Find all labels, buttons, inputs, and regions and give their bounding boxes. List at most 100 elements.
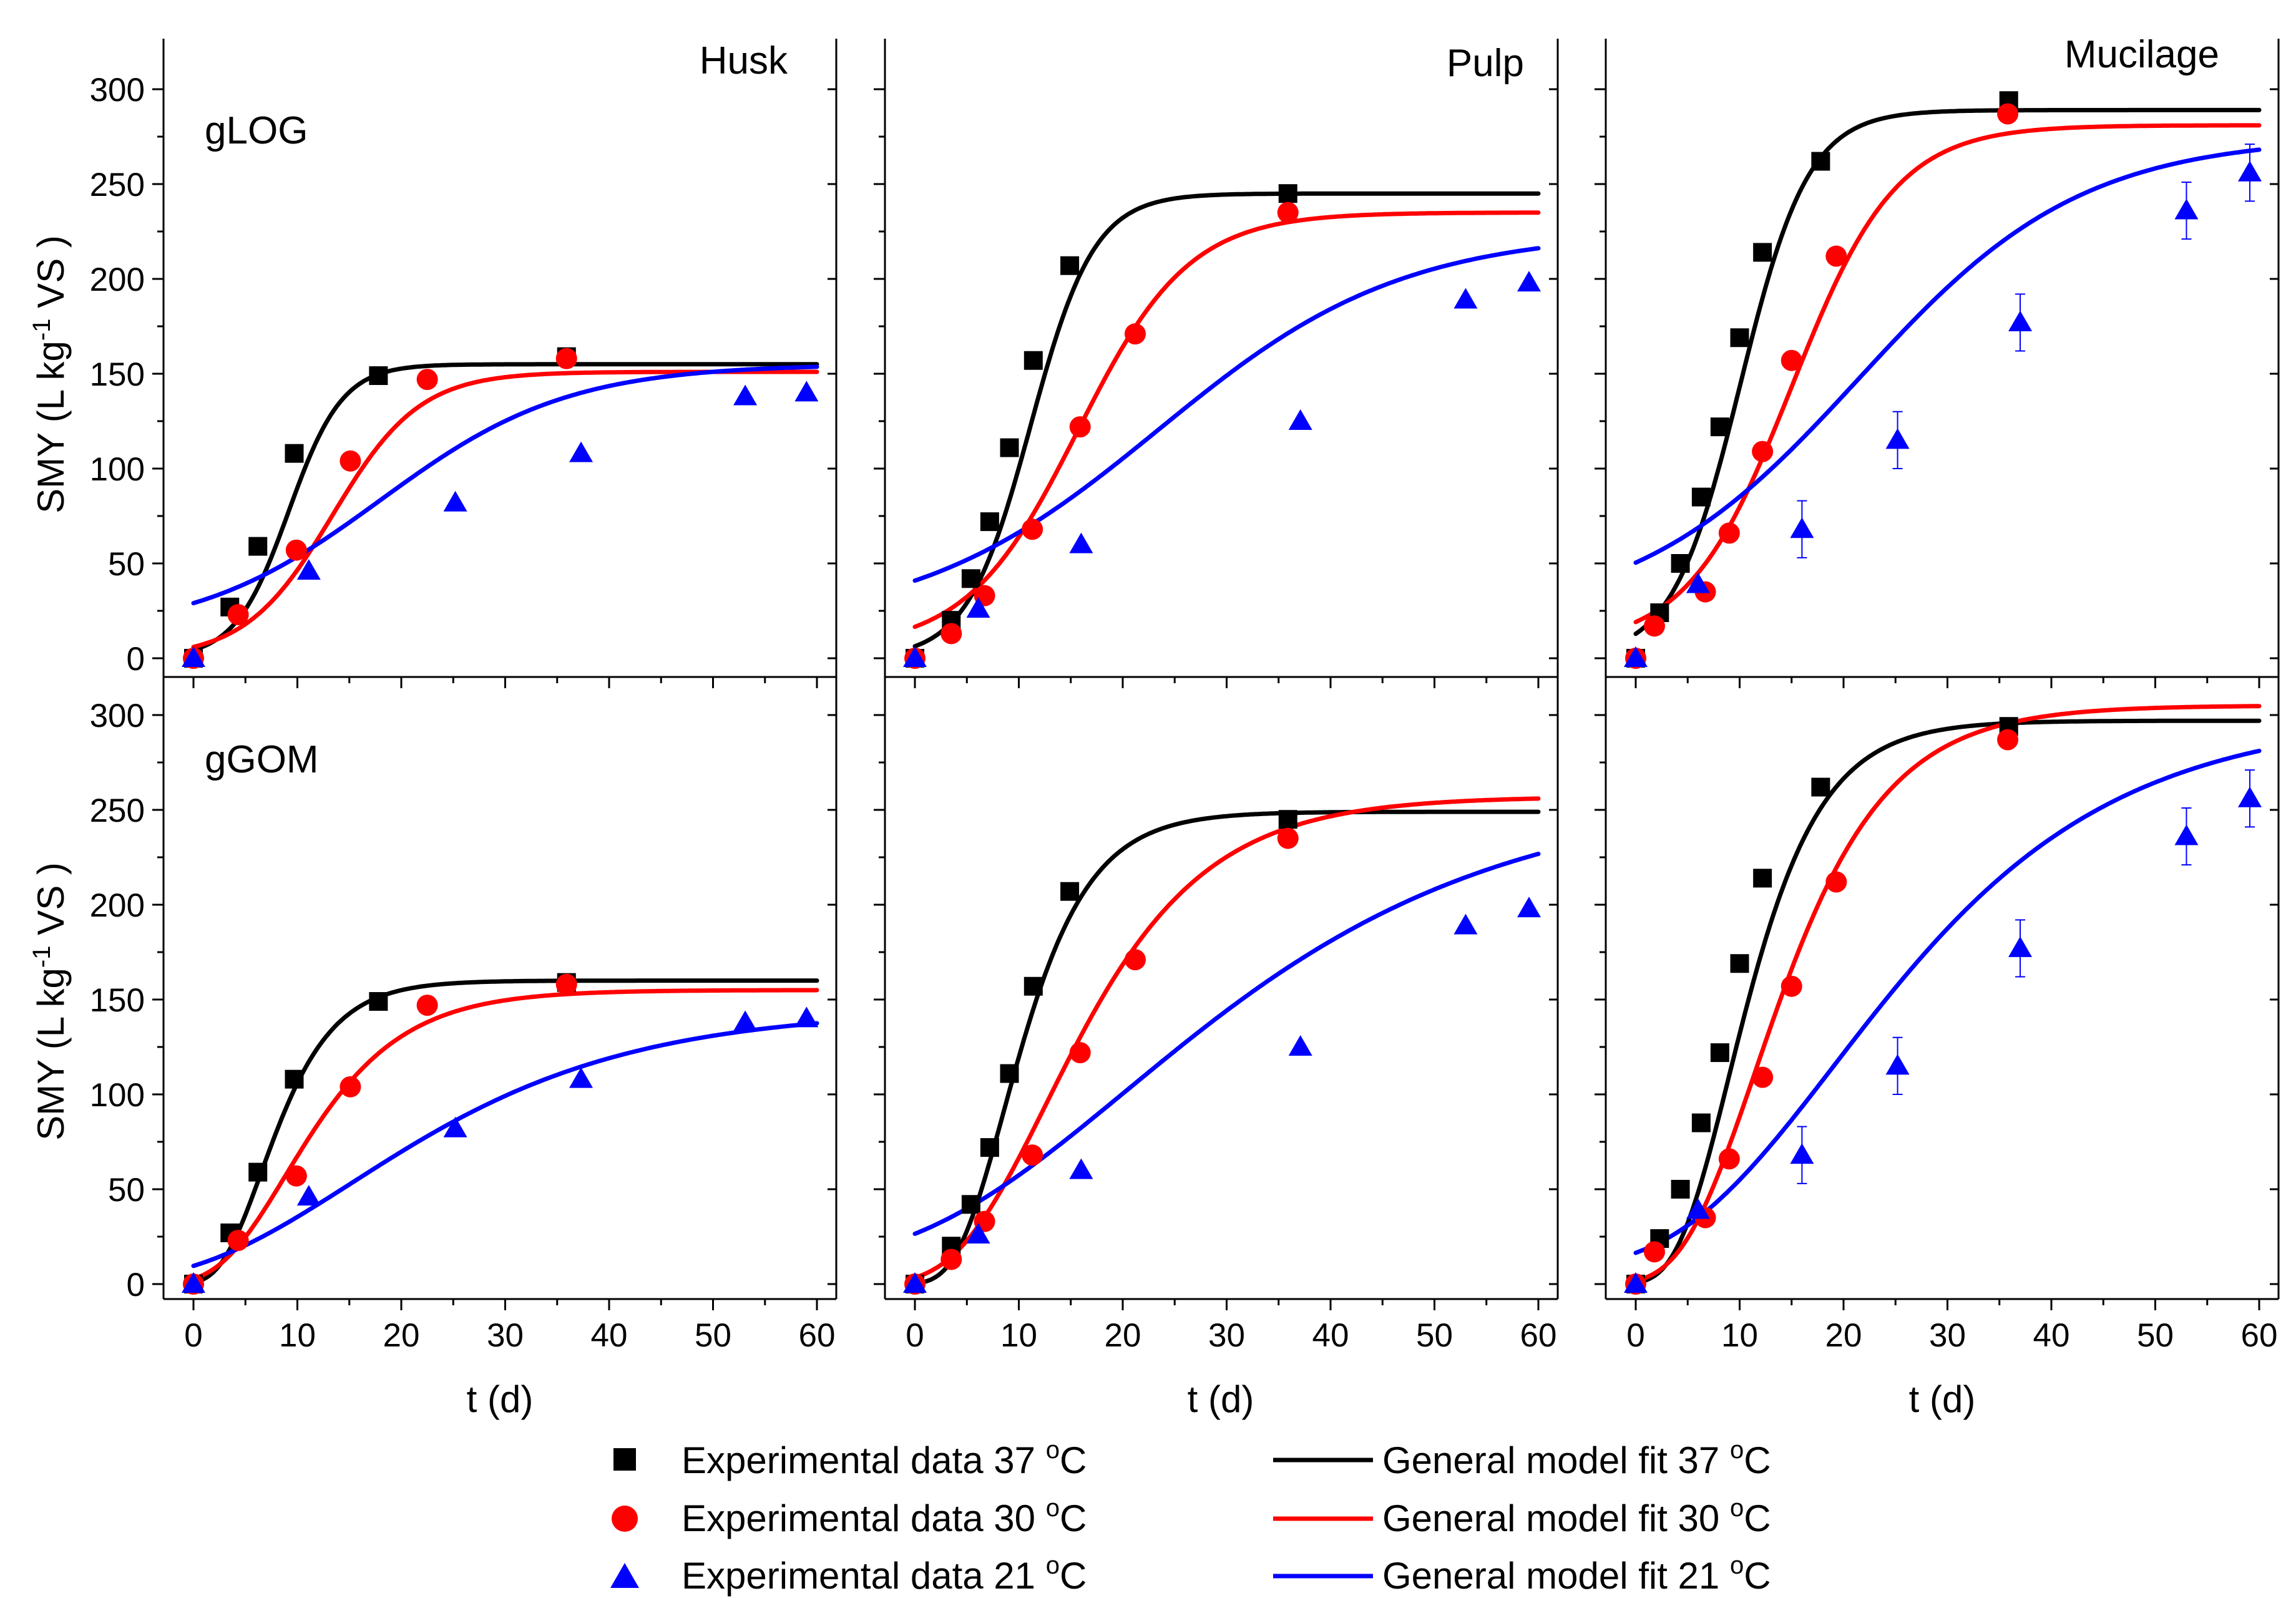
- fit-curve-exp37: [912, 191, 1541, 649]
- legend-degree: o: [1730, 1494, 1744, 1522]
- y-tick-label: 50: [108, 1172, 145, 1209]
- data-point-circle: [227, 1230, 249, 1252]
- fit-curve-exp37: [912, 809, 1541, 1286]
- data-point-square: [1710, 417, 1729, 437]
- data-point-square: [1691, 487, 1711, 507]
- data-point-triangle: [1790, 517, 1814, 538]
- data-point-triangle: [1624, 646, 1648, 667]
- legend-marker-circle: [612, 1506, 638, 1532]
- data-point-square: [1730, 954, 1749, 973]
- data-point-triangle: [794, 1006, 819, 1028]
- data-point-circle: [1022, 1144, 1043, 1166]
- data-point-square: [1753, 869, 1772, 888]
- legend-entry-fit30: General model fit 30 oC: [1382, 1494, 1771, 1539]
- data-point-circle: [1781, 349, 1802, 371]
- data-point-circle: [555, 348, 577, 369]
- x-tick-label: 50: [2137, 1317, 2174, 1354]
- data-point-triangle: [2174, 198, 2199, 220]
- y-title-suffix: VS ): [30, 235, 72, 318]
- y-tick-label: 150: [90, 356, 145, 393]
- data-point-triangle: [569, 1067, 594, 1088]
- legend-unit: C: [1060, 1439, 1087, 1481]
- legend-label: Experimental data 21: [681, 1555, 1046, 1597]
- data-point-triangle: [443, 1116, 467, 1137]
- legend-label: Experimental data 37: [681, 1439, 1046, 1481]
- data-point-square: [369, 992, 388, 1011]
- x-tick-label: 10: [279, 1317, 316, 1354]
- data-point-circle: [1643, 615, 1665, 637]
- column-title-mucilage: Mucilage: [2064, 33, 2219, 76]
- data-point-circle: [416, 995, 438, 1016]
- data-point-triangle: [1624, 1272, 1648, 1293]
- data-point-circle: [340, 1076, 361, 1098]
- row-label-glog: gLOG: [205, 109, 308, 152]
- data-point-triangle: [2008, 310, 2033, 331]
- x-tick-label: 40: [591, 1317, 628, 1354]
- panel-ggom-husk: 0 50 100 150 200 250 300 0 10 20 30 40 50 60: [90, 677, 838, 1354]
- legend-label: Experimental data 30: [681, 1497, 1046, 1539]
- x-tick-label: 0: [906, 1317, 924, 1354]
- data-point-square: [1023, 351, 1043, 370]
- legend-entry-exp21: Experimental data 21 oC: [681, 1552, 1087, 1597]
- legend-marker-square: [613, 1448, 636, 1471]
- data-point-triangle: [2174, 824, 2199, 845]
- legend-unit: C: [1060, 1555, 1087, 1597]
- x-tick-label: 60: [1520, 1317, 1557, 1354]
- legend-unit: C: [1744, 1555, 1771, 1597]
- legend-entry-exp30: Experimental data 30 oC: [681, 1494, 1087, 1539]
- legend: Experimental data 37 oC Experimental dat…: [610, 1436, 1771, 1597]
- data-point-circle: [1069, 416, 1091, 438]
- fit-curve-exp30: [912, 796, 1541, 1280]
- data-point-circle: [340, 450, 361, 472]
- data-point-triangle: [1790, 1143, 1814, 1164]
- data-point-triangle: [733, 1010, 758, 1031]
- y-tick-label: 300: [90, 698, 145, 734]
- fit-curve-exp37: [1633, 718, 2262, 1285]
- data-point-triangle: [2238, 786, 2262, 807]
- x-tick-label: 50: [695, 1317, 731, 1354]
- data-point-triangle: [794, 381, 819, 402]
- legend-degree: o: [1730, 1552, 1744, 1579]
- x-tick-label: 60: [2241, 1317, 2278, 1354]
- x-tick-label: 0: [1626, 1317, 1644, 1354]
- y-tick-label: 300: [90, 72, 145, 109]
- data-point-triangle: [2238, 160, 2262, 182]
- legend-degree: o: [1046, 1436, 1060, 1464]
- fit-curve-exp37: [1633, 107, 2262, 636]
- data-point-circle: [1124, 949, 1146, 971]
- data-point-circle: [1752, 441, 1774, 462]
- y-title-prefix: SMY (L kg: [30, 341, 72, 514]
- data-point-triangle: [182, 646, 205, 667]
- y-tick-label: 200: [90, 887, 145, 924]
- panel-ggom-mucilage: 0 10 20 30 40 50 60: [1595, 677, 2280, 1354]
- data-point-triangle: [1885, 428, 1910, 449]
- data-point-square: [961, 1195, 980, 1214]
- x-axis-title-mucilage: t (d): [1909, 1378, 1976, 1420]
- data-point-triangle: [1517, 271, 1541, 292]
- data-point-triangle: [966, 596, 990, 618]
- data-point-square: [1671, 1180, 1690, 1199]
- legend-unit: C: [1744, 1497, 1771, 1539]
- data-point-triangle: [1686, 1198, 1710, 1219]
- data-point-square: [248, 1162, 268, 1182]
- fit-curve-exp37: [191, 362, 819, 653]
- data-point-triangle: [733, 384, 758, 406]
- x-tick-label: 40: [1312, 1317, 1349, 1354]
- fit-curve-exp21: [191, 364, 819, 606]
- fit-curve-exp37: [191, 978, 819, 1285]
- data-point-circle: [555, 973, 577, 995]
- panel-ggom-pulp: 0 10 20 30 40 50 60: [874, 677, 1559, 1354]
- data-point-square: [1060, 882, 1080, 901]
- data-point-square: [1000, 1064, 1019, 1083]
- data-point-square: [1730, 328, 1749, 348]
- y-title-sup: -1: [28, 319, 56, 341]
- x-tick-label: 10: [1000, 1317, 1037, 1354]
- x-tick-label: 40: [2033, 1317, 2070, 1354]
- fit-curve-exp21: [1633, 147, 2262, 565]
- fit-curve-exp30: [912, 210, 1541, 630]
- legend-entry-fit21: General model fit 21 oC: [1382, 1552, 1771, 1597]
- data-point-triangle: [1453, 288, 1478, 309]
- fit-curve-exp30: [191, 988, 819, 1282]
- data-point-square: [1023, 976, 1043, 996]
